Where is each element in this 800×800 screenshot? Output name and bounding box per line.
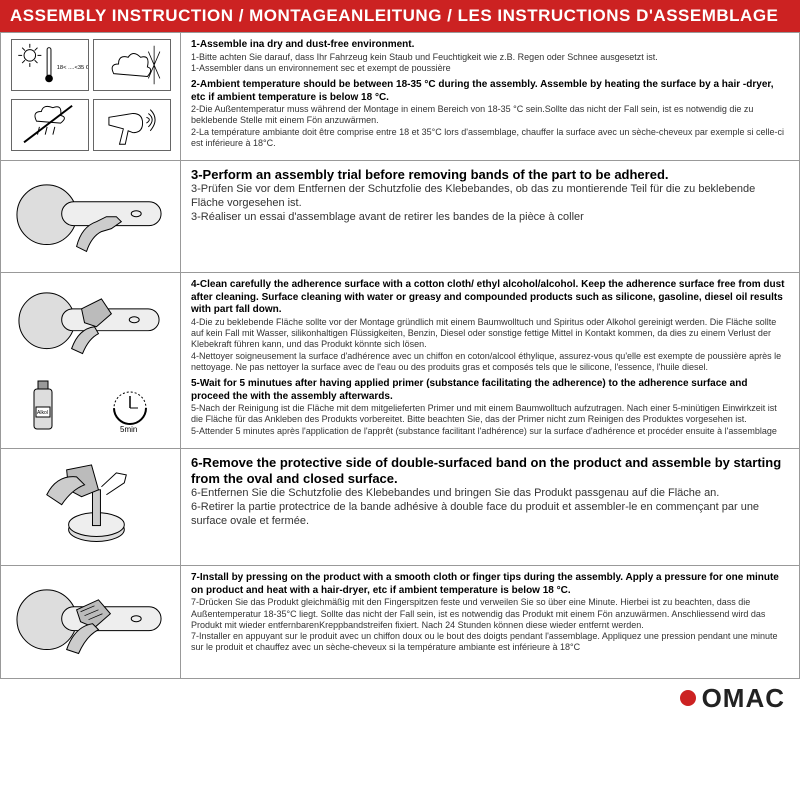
instruction-step: 4-Clean carefully the adherence surface … [191,279,789,373]
icon-column [1,566,181,677]
timer-icon: 5min [108,384,153,439]
text-column: 7-Install by pressing on the product wit… [181,566,799,677]
brand-dot-icon [680,690,696,706]
step-translation: 1-Assembler dans un environnement sec et… [191,63,789,74]
icon-column: 18< ....<35 C [1,33,181,160]
icon-column [1,161,181,272]
sun-temp-icon: 18< ....<35 C [11,39,89,91]
step-translation: 3-Réaliser un essai d'assemblage avant d… [191,211,789,225]
remove-tape-icon [7,455,174,559]
alcohol-bottle-icon: Alkol [28,379,58,439]
instruction-step: 5-Wait for 5 minutues after having appli… [191,378,789,437]
instruction-row: Alkol 5min 4-Clean carefully the adheren… [1,273,799,449]
footer: OMAC [0,679,800,720]
text-column: 3-Perform an assembly trial before remov… [181,161,799,272]
text-column: 4-Clean carefully the adherence surface … [181,273,799,448]
snow-icon [93,39,171,91]
step-bold-text: 2-Ambient temperature should be between … [191,79,789,104]
step-translation: 4-Die zu beklebende Fläche sollte vor de… [191,317,789,351]
step-bold-text: 5-Wait for 5 minutues after having appli… [191,378,789,403]
instruction-row: 3-Perform an assembly trial before remov… [1,161,799,273]
step-translation: 1-Bitte achten Sie darauf, dass Ihr Fahr… [191,52,789,63]
hairdryer-icon [93,99,171,151]
page-header: ASSEMBLY INSTRUCTION / MONTAGEANLEITUNG … [0,0,800,32]
step-translation: 5-Attender 5 minutes après l'application… [191,426,789,437]
step-bold-text: 1-Assemble ina dry and dust-free environ… [191,39,789,52]
step-translation: 5-Nach der Reinigung ist die Fläche mit … [191,403,789,426]
step-translation: 4-Nettoyer soigneusement la surface d'ad… [191,351,789,374]
no-rain-icon [11,99,89,151]
icon-column [1,449,181,565]
step-bold-text: 3-Perform an assembly trial before remov… [191,167,789,183]
step-translation: 2-Die Außentemperatur muss während der M… [191,104,789,127]
icon-column: Alkol 5min [1,273,181,448]
instruction-table: 18< ....<35 C [0,32,800,679]
step-bold-text: 6-Remove the protective side of double-s… [191,455,789,488]
step-translation: 6-Entfernen Sie die Schutzfolie des Kleb… [191,487,789,501]
brand-name: OMAC [702,683,785,714]
instruction-step: 1-Assemble ina dry and dust-free environ… [191,39,789,74]
step-translation: 3-Prüfen Sie vor dem Entfernen der Schut… [191,183,789,211]
instruction-row: 7-Install by pressing on the product wit… [1,566,799,677]
cleaning-icon [7,279,174,368]
press-install-icon [7,572,174,671]
instruction-step: 2-Ambient temperature should be between … [191,79,789,149]
text-column: 1-Assemble ina dry and dust-free environ… [181,33,799,160]
step-translation: 2-La température ambiante doit être comp… [191,127,789,150]
step-bold-text: 4-Clean carefully the adherence surface … [191,279,789,317]
svg-text:18< ....<35 C: 18< ....<35 C [56,65,87,71]
instruction-row: 18< ....<35 C [1,33,799,161]
step-translation: 7-Drücken Sie das Produkt gleichmäßig mi… [191,597,789,631]
instruction-step: 7-Install by pressing on the product wit… [191,572,789,653]
step-bold-text: 7-Install by pressing on the product wit… [191,572,789,597]
step-translation: 6-Retirer la partie protectrice de la ba… [191,501,789,529]
svg-text:Alkol: Alkol [37,410,48,416]
svg-text:5min: 5min [120,425,137,434]
assembly-trial-icon [7,167,174,266]
instruction-step: 6-Remove the protective side of double-s… [191,455,789,529]
step-translation: 7-Installer en appuyant sur le produit a… [191,631,789,654]
instruction-step: 3-Perform an assembly trial before remov… [191,167,789,225]
text-column: 6-Remove the protective side of double-s… [181,449,799,565]
instruction-row: 6-Remove the protective side of double-s… [1,449,799,566]
